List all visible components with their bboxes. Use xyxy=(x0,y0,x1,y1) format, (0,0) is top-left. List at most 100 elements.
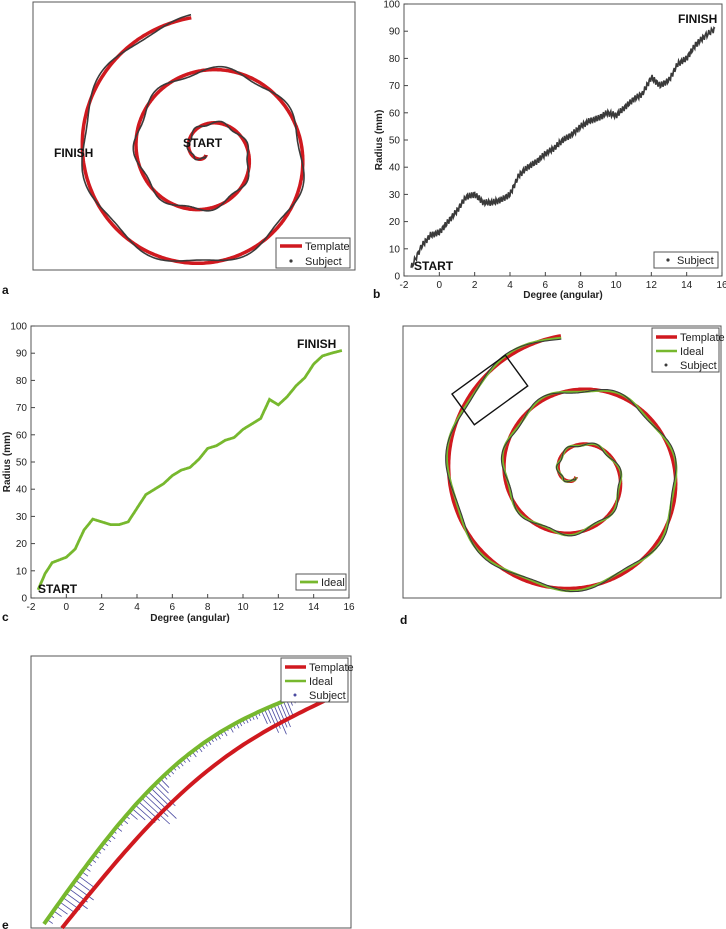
panel-d-zoom-box xyxy=(451,354,529,426)
panel-c-letter: c xyxy=(2,610,9,624)
panel-b-xlabel: Degree (angular) xyxy=(523,290,602,301)
error-vector xyxy=(273,704,287,735)
x-tick-label: 0 xyxy=(437,280,443,291)
x-tick-label: 2 xyxy=(99,602,105,613)
y-tick-label: 80 xyxy=(389,54,401,65)
panel-c-legend-ideal: Ideal xyxy=(321,577,345,589)
error-vector xyxy=(56,906,68,915)
error-vector xyxy=(150,787,171,808)
error-vector xyxy=(78,875,94,888)
panel-d-subject-line xyxy=(445,338,677,593)
panel-c-xlabel: Degree (angular) xyxy=(150,613,229,624)
panel-b-letter: b xyxy=(373,287,380,301)
y-tick-label: 40 xyxy=(389,163,401,174)
panel-e-legend-subject: Subject xyxy=(309,690,346,702)
y-tick-label: 70 xyxy=(16,403,28,414)
error-vector xyxy=(72,884,94,901)
panel-e-zoom-detail: Template Ideal Subject e xyxy=(2,655,354,929)
x-tick-label: 14 xyxy=(681,280,693,291)
error-vector xyxy=(260,710,268,725)
y-tick-label: 10 xyxy=(16,566,28,577)
panel-b-legend-subject-swatch xyxy=(666,258,670,262)
x-tick-label: 14 xyxy=(308,602,320,613)
error-vector xyxy=(267,707,280,733)
y-tick-label: 20 xyxy=(16,539,28,550)
panel-c-start-label: START xyxy=(38,582,78,596)
panel-d-legend-subject: Subject xyxy=(680,360,717,372)
error-vector xyxy=(144,794,169,817)
error-vector xyxy=(65,892,88,910)
panel-a-spiral: START FINISH Template Subject a xyxy=(2,1,356,297)
panel-d-legend-ideal: Ideal xyxy=(680,346,704,358)
panel-c-finish-label: FINISH xyxy=(297,337,336,351)
error-vector xyxy=(141,797,171,825)
panel-c-frame xyxy=(30,325,350,599)
panel-b-finish-label: FINISH xyxy=(678,12,717,26)
x-tick-label: 6 xyxy=(170,602,176,613)
panel-b-subject-line xyxy=(410,26,716,269)
x-tick-label: 2 xyxy=(472,280,478,291)
panel-b-legend: Subject xyxy=(653,251,719,269)
y-tick-label: 10 xyxy=(389,244,401,255)
y-tick-label: 60 xyxy=(389,108,401,119)
y-tick-label: 90 xyxy=(389,27,401,38)
panel-c-legend: Ideal xyxy=(295,573,347,591)
x-tick-label: 6 xyxy=(543,280,549,291)
panel-a-letter: a xyxy=(2,283,9,297)
error-vector xyxy=(157,781,169,794)
error-vector xyxy=(160,778,170,788)
x-tick-label: 12 xyxy=(646,280,658,291)
panel-e-legend-template: Template xyxy=(309,662,354,674)
error-vector xyxy=(264,709,272,724)
y-tick-label: 50 xyxy=(389,136,401,147)
y-tick-label: 100 xyxy=(10,322,27,333)
error-vector xyxy=(147,791,177,819)
x-tick-label: 4 xyxy=(134,602,140,613)
panel-a-legend: Template Subject xyxy=(275,237,351,269)
panel-e-template-line xyxy=(60,698,327,929)
panel-c-ideal-line xyxy=(36,349,343,591)
y-tick-label: 50 xyxy=(16,458,28,469)
panel-a-legend-subject: Subject xyxy=(305,256,342,268)
x-tick-label: 10 xyxy=(610,280,622,291)
panel-b-start-label: START xyxy=(414,259,454,273)
error-vector xyxy=(131,808,146,821)
x-tick-label: -2 xyxy=(400,280,409,291)
panel-a-legend-subject-swatch xyxy=(289,259,293,263)
x-tick-label: 8 xyxy=(578,280,584,291)
panel-a-frame xyxy=(32,1,356,271)
panel-a-subject-line xyxy=(81,13,305,262)
y-tick-label: 40 xyxy=(16,485,28,496)
error-vector xyxy=(75,879,90,891)
panel-c-ylabel: Radius (mm) xyxy=(2,432,13,493)
panel-e-ideal-line xyxy=(42,694,297,926)
panel-d-letter: d xyxy=(400,613,407,627)
panel-d-legend: Template Ideal Subject xyxy=(651,327,725,373)
y-tick-label: 80 xyxy=(16,376,28,387)
panel-a-finish-label: FINISH xyxy=(54,146,93,160)
panel-d-legend-template: Template xyxy=(680,332,725,344)
x-tick-label: 8 xyxy=(205,602,211,613)
x-tick-label: 10 xyxy=(237,602,249,613)
panel-e-legend: Template Ideal Subject xyxy=(280,657,354,703)
panel-a-legend-template: Template xyxy=(305,241,350,253)
x-tick-label: -2 xyxy=(27,602,36,613)
x-tick-label: 12 xyxy=(273,602,285,613)
y-tick-label: 20 xyxy=(389,217,401,228)
x-tick-label: 0 xyxy=(64,602,70,613)
y-tick-label: 70 xyxy=(389,81,401,92)
panel-a-template-line xyxy=(80,16,305,266)
x-tick-label: 16 xyxy=(716,280,726,291)
x-tick-label: 16 xyxy=(343,602,355,613)
y-tick-label: 0 xyxy=(394,272,400,283)
y-tick-label: 30 xyxy=(16,512,28,523)
panel-e-letter: e xyxy=(2,918,9,929)
y-tick-label: 100 xyxy=(383,0,400,11)
panel-a-start-label: START xyxy=(183,136,223,150)
y-tick-label: 0 xyxy=(21,594,27,605)
error-vector xyxy=(276,703,288,728)
